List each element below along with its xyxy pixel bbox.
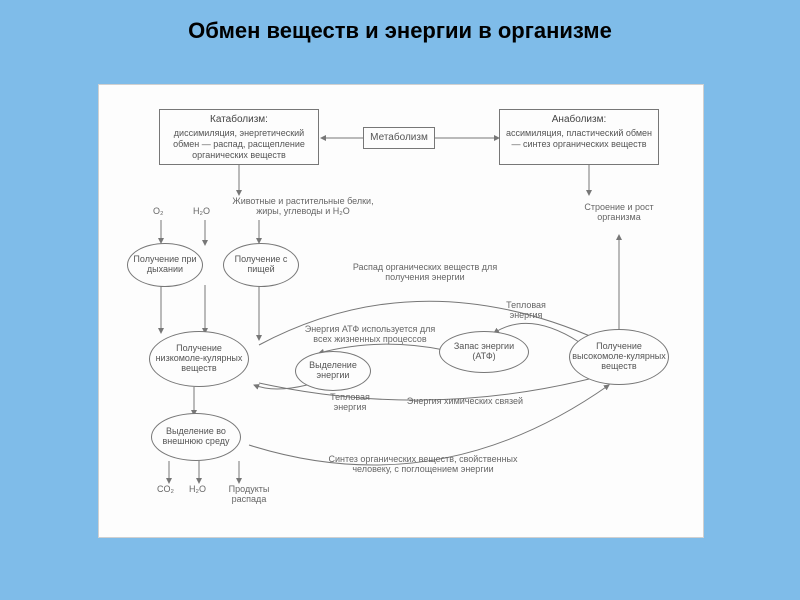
o2-label: O₂ xyxy=(153,207,164,217)
food-text: Получение с пищей xyxy=(226,255,296,275)
metabolism-box: Метаболизм xyxy=(363,127,435,149)
highmol-text: Получение высокомоле-кулярных веществ xyxy=(572,342,666,372)
atp-use-label: Энергия АТФ используется для всех жизнен… xyxy=(295,325,445,345)
co2-label: CO₂ xyxy=(157,485,174,495)
sources-label: Животные и растительные белки, жиры, угл… xyxy=(223,197,383,217)
energy-out-ellipse: Выделение энергии xyxy=(295,351,371,391)
anabolism-desc: ассимиляция, пластический обмен — синтез… xyxy=(504,128,654,150)
catabolism-desc: диссимиляция, энергетический обмен — рас… xyxy=(164,128,314,160)
breathing-text: Получение при дыхании xyxy=(130,255,200,275)
catabolism-title: Катаболизм: xyxy=(164,114,314,126)
atp-ellipse: Запас энергии (АТФ) xyxy=(439,331,529,373)
chem-bonds-label: Энергия химических связей xyxy=(405,397,525,407)
breathing-ellipse: Получение при дыхании xyxy=(127,243,203,287)
food-ellipse: Получение с пищей xyxy=(223,243,299,287)
h2o-label: H₂O xyxy=(193,207,210,217)
lowmol-text: Получение низкомоле-кулярных веществ xyxy=(152,344,246,374)
slide-title: Обмен веществ и энергии в организме xyxy=(0,18,800,44)
excrete-text: Выделение во внешнюю среду xyxy=(154,427,238,447)
metabolism-label: Метаболизм xyxy=(370,132,428,144)
energy-out-text: Выделение энергии xyxy=(298,361,368,381)
h2o-out-label: H₂O xyxy=(189,485,206,495)
highmol-ellipse: Получение высокомоле-кулярных веществ xyxy=(569,329,669,385)
lowmol-ellipse: Получение низкомоле-кулярных веществ xyxy=(149,331,249,387)
catabolism-box: Катаболизм: диссимиляция, энергетический… xyxy=(159,109,319,165)
anabolism-box: Анаболизм: ассимиляция, пластический обм… xyxy=(499,109,659,165)
heat2-label: Тепловая энергия xyxy=(315,393,385,413)
heat1-label: Тепловая энергия xyxy=(491,301,561,321)
synthesis-label: Синтез органических веществ, свойственны… xyxy=(323,455,523,475)
excrete-ellipse: Выделение во внешнюю среду xyxy=(151,413,241,461)
atp-text: Запас энергии (АТФ) xyxy=(442,342,526,362)
slide: Обмен веществ и энергии в организме xyxy=(0,0,800,600)
anabolism-title: Анаболизм: xyxy=(504,114,654,126)
breakdown-label: Распад органических веществ для получени… xyxy=(345,263,505,283)
structure-label: Строение и рост организма xyxy=(569,203,669,223)
products-label: Продукты распада xyxy=(219,485,279,505)
diagram-panel: Катаболизм: диссимиляция, энергетический… xyxy=(98,84,704,538)
